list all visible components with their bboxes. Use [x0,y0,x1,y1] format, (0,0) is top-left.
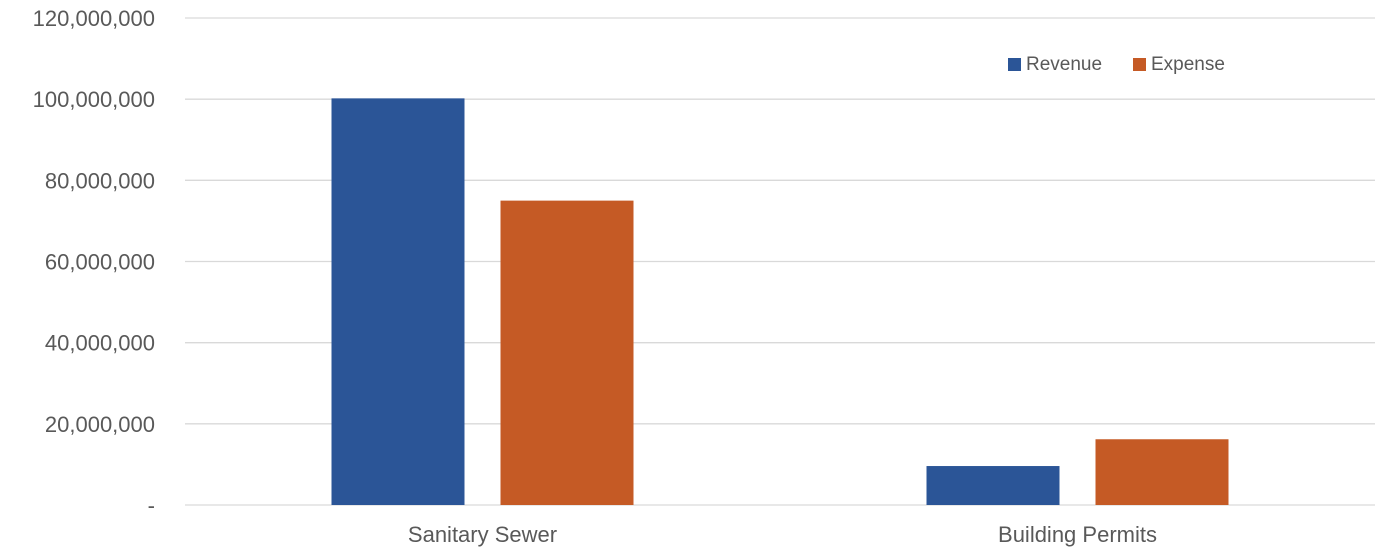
legend-label-revenue: Revenue [1026,54,1102,75]
y-tick-label: - [148,493,155,518]
y-tick-label: 80,000,000 [45,168,155,193]
bar-expense-1 [1095,439,1229,505]
y-tick-label: 120,000,000 [33,6,155,31]
legend: Revenue Expense [1008,54,1225,75]
legend-swatch-expense [1133,58,1146,71]
x-axis-category-labels: Sanitary Sewer Building Permits [408,522,1157,547]
y-axis-tick-labels: - 20,000,000 40,000,000 60,000,000 80,000,00… [33,6,155,518]
bar-revenue-1 [926,466,1060,505]
x-category-label: Building Permits [998,522,1157,547]
y-tick-label: 100,000,000 [33,87,155,112]
y-tick-label: 60,000,000 [45,250,155,275]
bar-revenue-0 [331,98,465,505]
x-category-label: Sanitary Sewer [408,522,557,547]
y-tick-label: 40,000,000 [45,331,155,356]
y-tick-label: 20,000,000 [45,412,155,437]
bar-expense-0 [500,200,634,505]
legend-label-expense: Expense [1151,54,1225,75]
legend-swatch-revenue [1008,58,1021,71]
bars [331,98,1229,505]
